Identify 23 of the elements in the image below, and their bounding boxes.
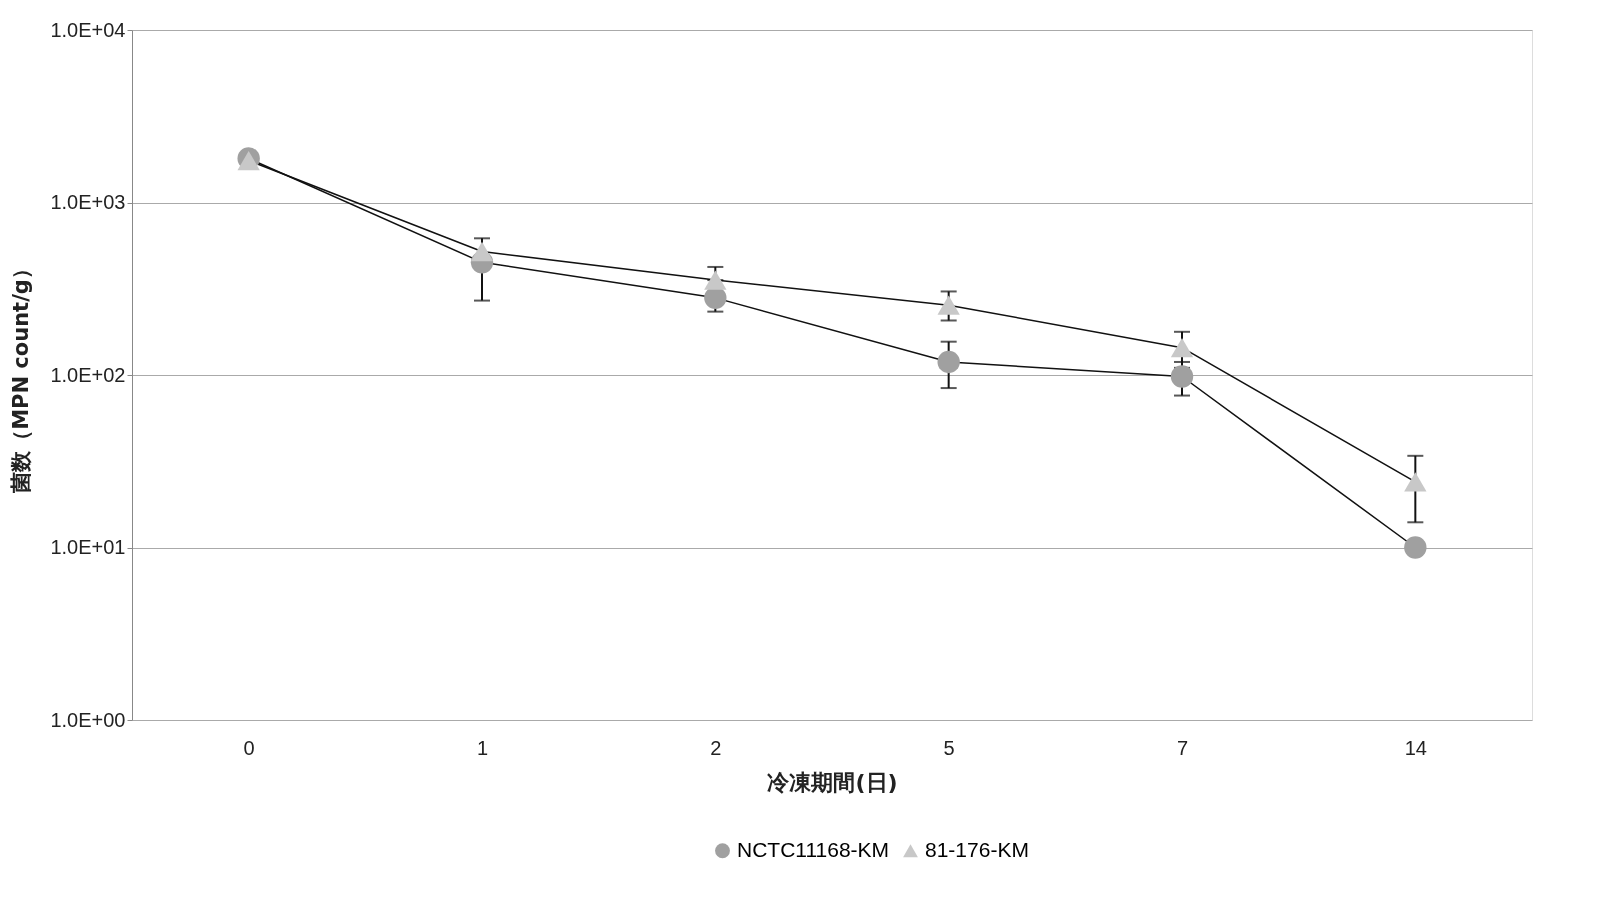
point	[1404, 472, 1427, 492]
y-tick-label: 1.0E+01	[50, 536, 126, 558]
point	[1170, 338, 1194, 358]
legend-label: 81-176-KM	[925, 837, 1029, 861]
y-tick-label: 1.0E+03	[50, 191, 126, 213]
x-tick-label: 1	[476, 736, 489, 759]
x-tick-label: 7	[1176, 736, 1189, 759]
point	[470, 241, 494, 262]
point	[1170, 365, 1194, 388]
point	[704, 270, 727, 290]
x-tick-label: 5	[943, 736, 955, 759]
y-tick-label: 1.0E+02	[50, 363, 126, 386]
x-axis-title: 冷凍期間(日)	[767, 769, 898, 795]
legend-label: NCTC11168-KM	[737, 837, 890, 861]
y-axis-title: 菌数（MPN count/g）	[9, 258, 34, 494]
x-tick-label: 0	[243, 736, 255, 759]
x-tick-label: 2	[710, 736, 722, 759]
point	[1404, 536, 1427, 559]
x-tick-label: 14	[1404, 736, 1427, 759]
y-tick-label: 1.0E+00	[50, 708, 126, 731]
point	[937, 295, 960, 315]
point	[937, 350, 960, 374]
y-tick-label: 1.0E+04	[50, 18, 126, 41]
